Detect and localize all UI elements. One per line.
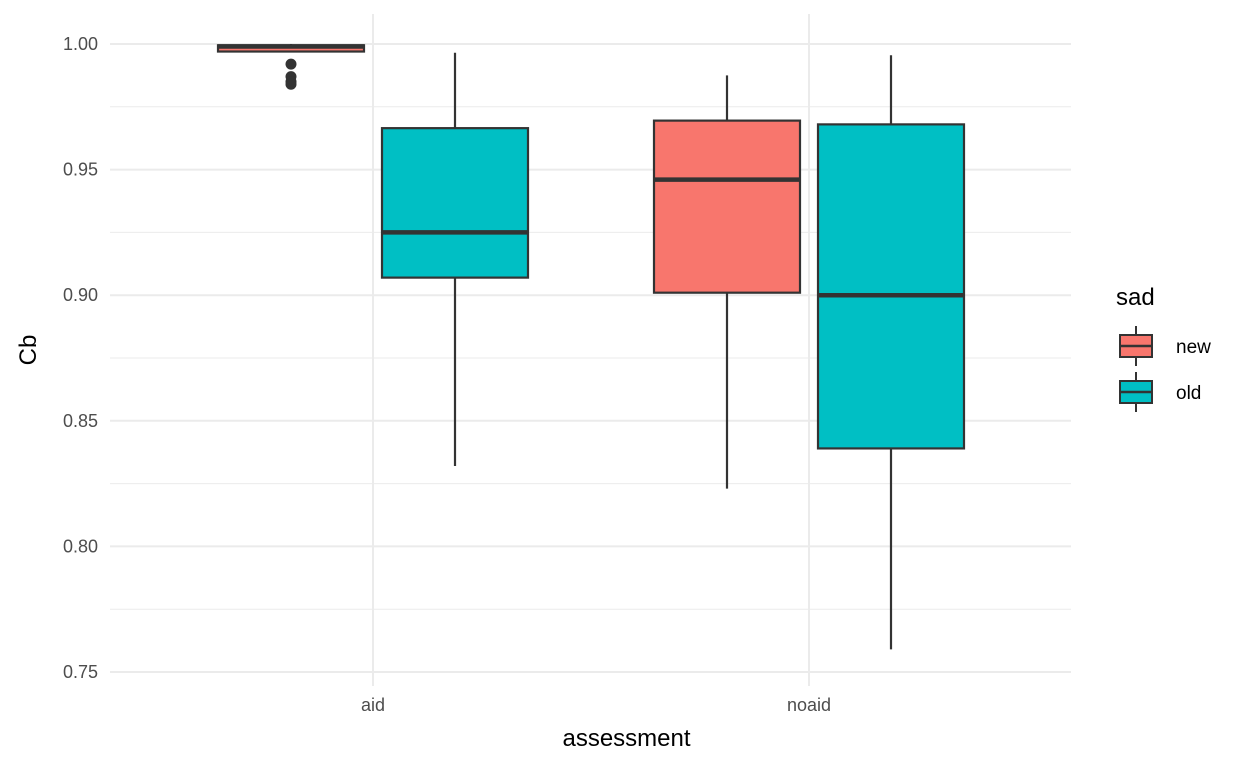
legend-label: old xyxy=(1176,383,1201,404)
box-aid-new xyxy=(216,44,366,90)
outlier-point xyxy=(285,78,297,90)
x-tick-label: noaid xyxy=(787,695,831,715)
y-tick-label: 0.75 xyxy=(63,662,98,682)
legend: sad new old xyxy=(1116,284,1211,412)
x-axis-title: assessment xyxy=(562,725,690,752)
legend-label: new xyxy=(1176,337,1211,358)
y-tick-label: 1.00 xyxy=(63,34,98,54)
y-axis-ticks: 0.75 0.80 0.85 0.90 0.95 1.00 xyxy=(63,34,98,682)
x-tick-label: aid xyxy=(361,695,385,715)
box-iqr xyxy=(380,127,530,279)
box-noaid-new xyxy=(652,75,802,489)
y-tick-label: 0.80 xyxy=(63,536,98,556)
box-iqr xyxy=(816,123,966,450)
x-axis-ticks: aid noaid xyxy=(361,695,831,715)
y-tick-label: 0.85 xyxy=(63,411,98,431)
outlier-point xyxy=(285,58,297,70)
legend-title: sad xyxy=(1116,284,1155,311)
box-noaid-old xyxy=(816,55,966,650)
y-tick-label: 0.90 xyxy=(63,285,98,305)
legend-item-old: old xyxy=(1119,372,1201,412)
y-tick-label: 0.95 xyxy=(63,160,98,180)
box-aid-old xyxy=(380,52,530,467)
legend-item-new: new xyxy=(1119,326,1211,366)
boxes xyxy=(216,44,966,650)
box-iqr xyxy=(652,119,802,294)
y-axis-title: Cb xyxy=(15,335,42,366)
